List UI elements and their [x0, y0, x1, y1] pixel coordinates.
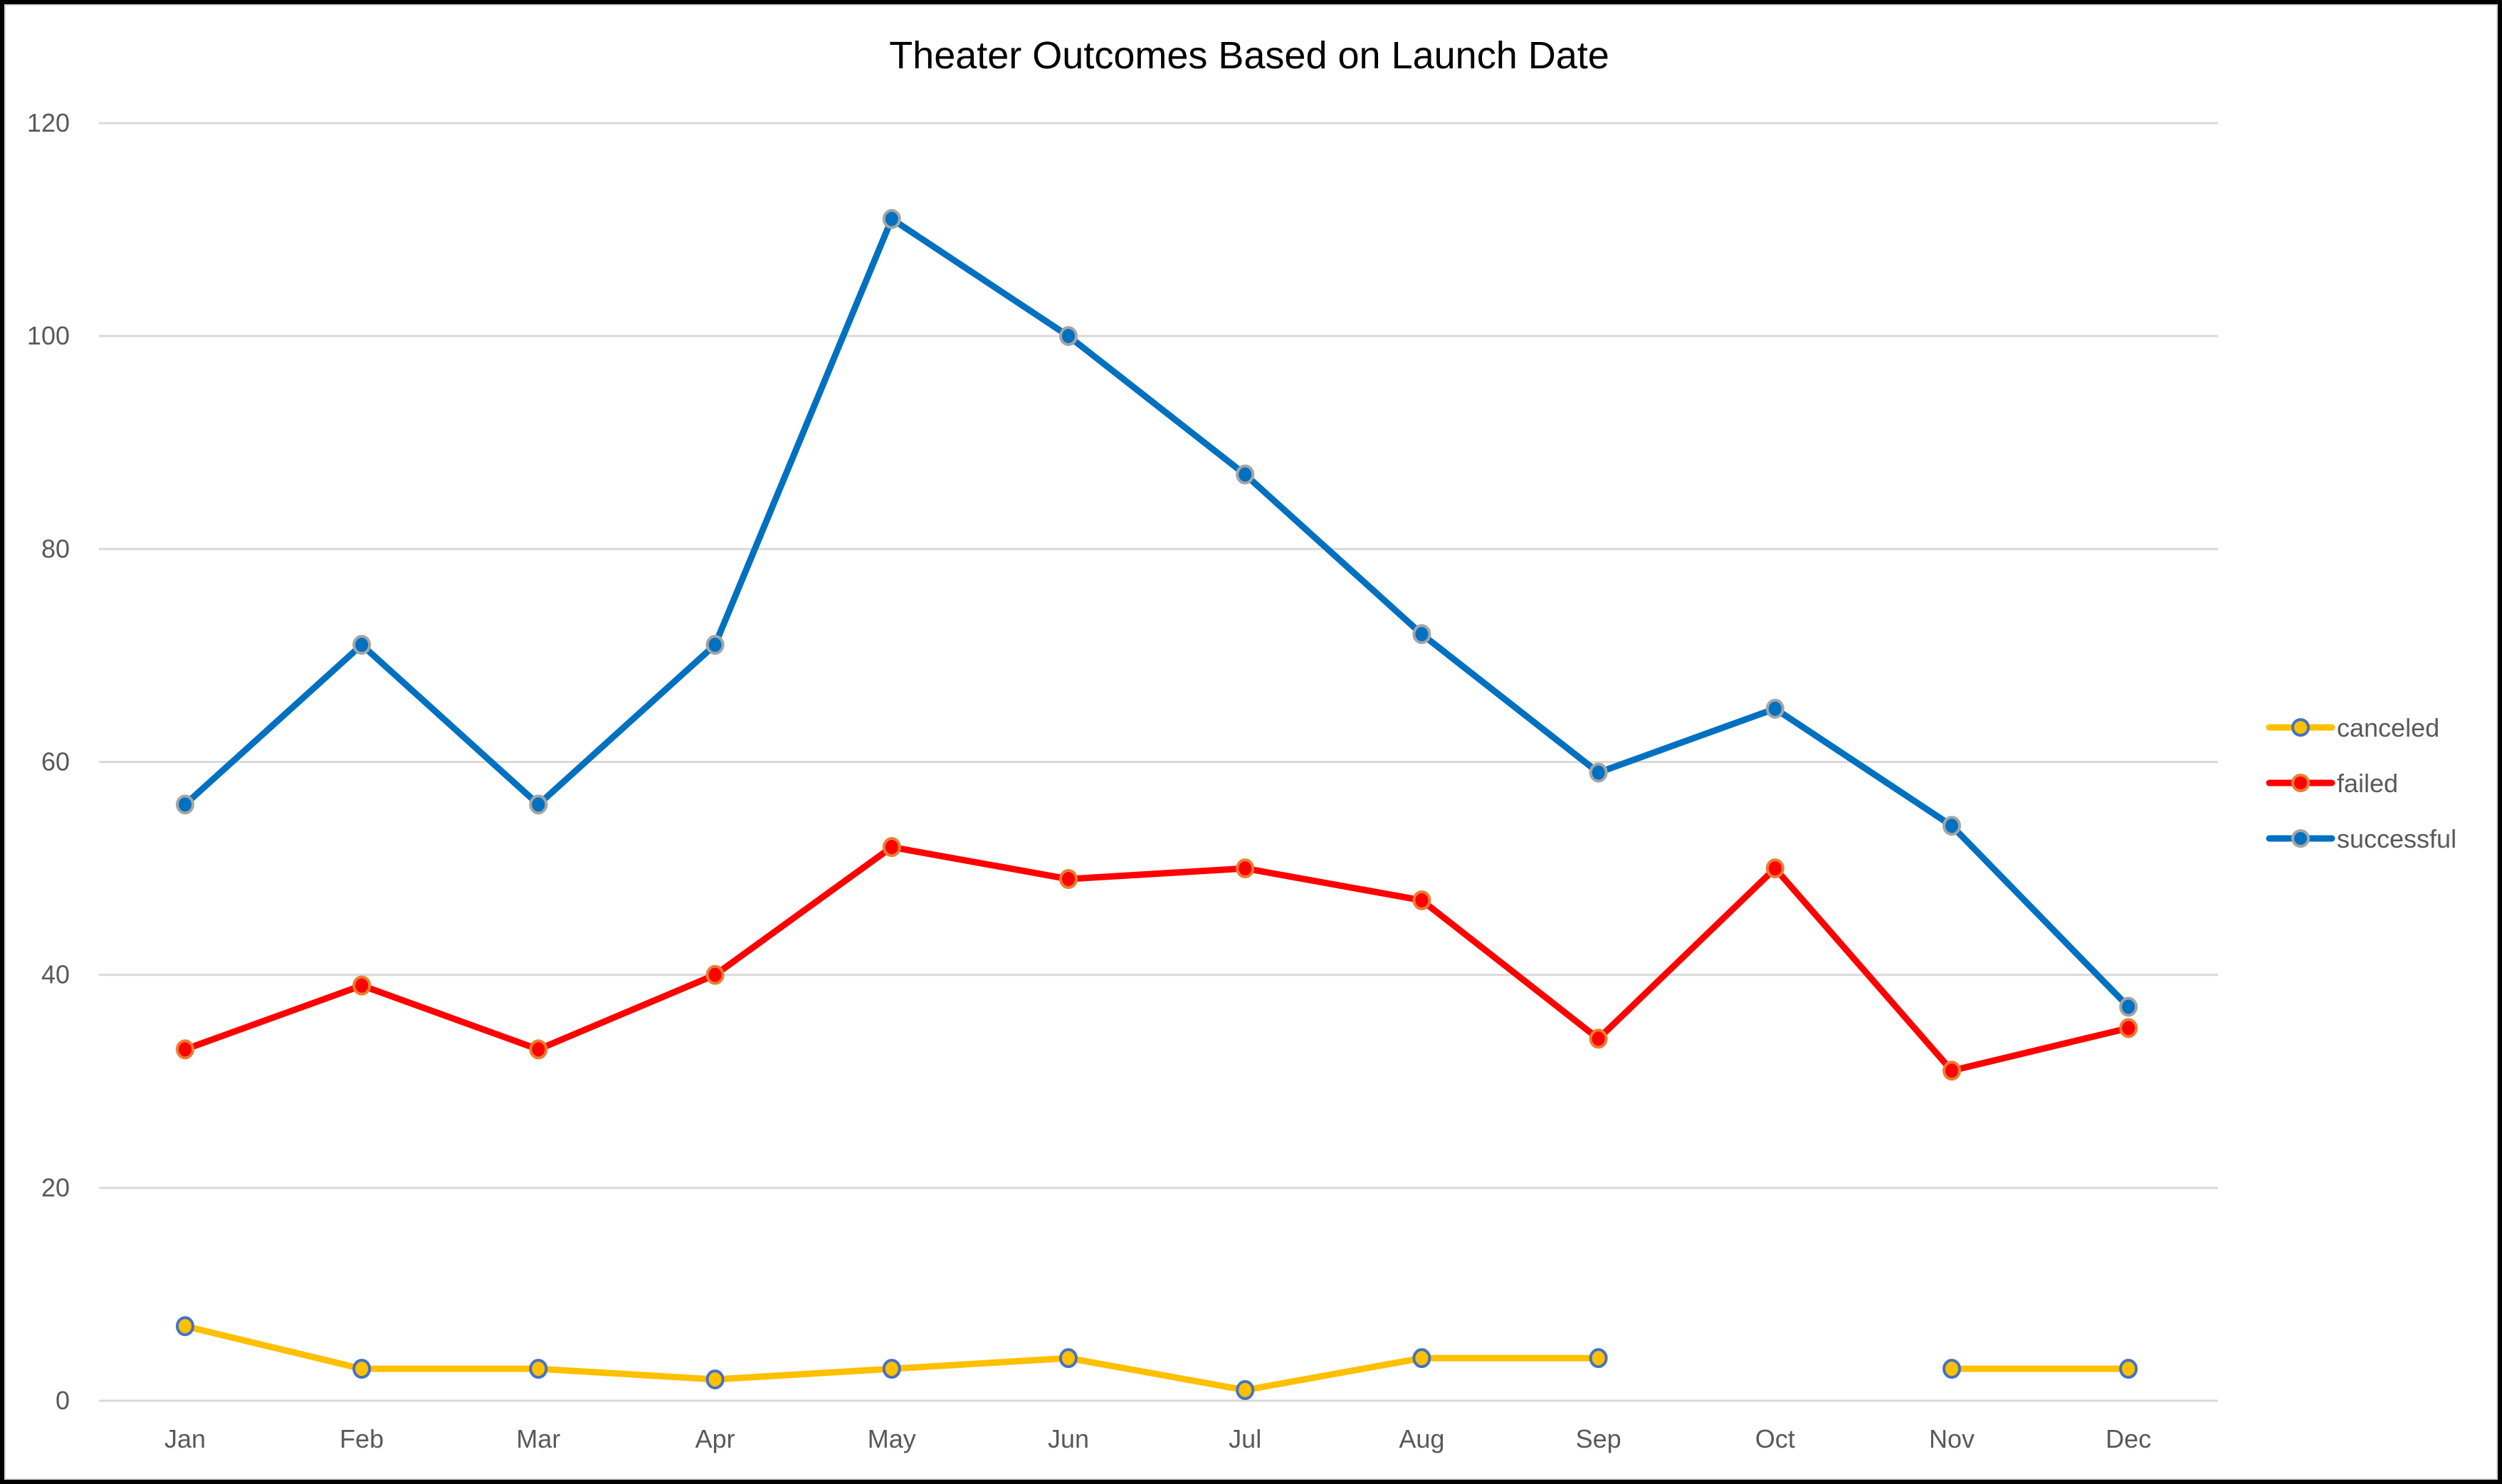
- legend-label: successful: [2337, 824, 2456, 853]
- data-point-marker[interactable]: [529, 794, 548, 815]
- data-point-marker[interactable]: [1589, 1028, 1608, 1049]
- y-tick-label: 0: [56, 1386, 70, 1415]
- data-point-marker[interactable]: [1059, 1348, 1078, 1369]
- x-tick-label: Jun: [1048, 1424, 1089, 1453]
- y-tick-label: 120: [27, 108, 70, 137]
- y-tick-label: 40: [41, 960, 70, 989]
- data-point-marker[interactable]: [352, 634, 372, 655]
- legend-label: canceled: [2337, 713, 2439, 742]
- data-point-marker[interactable]: [352, 975, 372, 996]
- y-tick-label: 20: [41, 1173, 70, 1202]
- legend-item-failed[interactable]: failed: [2266, 769, 2398, 798]
- data-point-marker[interactable]: [882, 209, 901, 229]
- series-line: [182, 843, 2132, 1074]
- y-tick-label: 60: [41, 747, 70, 777]
- chart-title: Theater Outcomes Based on Launch Date: [889, 34, 1609, 77]
- legend-item-canceled[interactable]: canceled: [2266, 713, 2439, 742]
- data-point-marker[interactable]: [1943, 816, 1961, 836]
- data-point-marker[interactable]: [1589, 762, 1608, 783]
- data-point-marker[interactable]: [1765, 858, 1784, 879]
- x-tick-label: Feb: [340, 1424, 384, 1453]
- legend-marker-icon: [2291, 718, 2310, 737]
- data-point-marker[interactable]: [176, 1039, 194, 1060]
- data-point-marker[interactable]: [705, 964, 725, 985]
- data-point-marker[interactable]: [176, 794, 194, 815]
- legend: canceled failed successful: [2266, 713, 2456, 853]
- data-point-marker[interactable]: [1059, 326, 1078, 347]
- x-tick-label: Apr: [695, 1424, 735, 1453]
- series-line: [182, 216, 2132, 1011]
- data-point-marker[interactable]: [2119, 1359, 2138, 1379]
- legend-marker-icon: [2291, 829, 2310, 848]
- series-failed: [176, 837, 2138, 1081]
- x-tick-label: Jan: [164, 1424, 206, 1453]
- data-point-marker[interactable]: [1589, 1348, 1608, 1369]
- series-canceled: [176, 1316, 2138, 1401]
- data-point-marker[interactable]: [176, 1316, 194, 1337]
- data-point-marker[interactable]: [1412, 1348, 1431, 1369]
- data-point-marker[interactable]: [352, 1359, 372, 1379]
- series-lines: [176, 209, 2138, 1401]
- data-point-marker[interactable]: [705, 634, 725, 655]
- data-point-marker[interactable]: [2119, 996, 2138, 1017]
- data-point-marker[interactable]: [529, 1039, 548, 1060]
- data-point-marker[interactable]: [882, 1359, 901, 1379]
- data-point-marker[interactable]: [1236, 464, 1255, 485]
- x-tick-label: Aug: [1399, 1424, 1444, 1453]
- data-point-marker[interactable]: [1765, 698, 1784, 719]
- data-point-marker[interactable]: [1412, 890, 1431, 910]
- x-tick-label: Nov: [1929, 1424, 1975, 1453]
- x-tick-label: Sep: [1576, 1424, 1621, 1453]
- chart-frame: [4, 4, 2498, 1480]
- data-point-marker[interactable]: [1412, 624, 1431, 644]
- data-point-marker[interactable]: [1236, 1380, 1255, 1401]
- gridlines: [99, 122, 2218, 1402]
- data-point-marker[interactable]: [1943, 1061, 1961, 1081]
- x-tick-label: Jul: [1229, 1424, 1261, 1453]
- legend-item-successful[interactable]: successful: [2266, 824, 2456, 853]
- x-axis: Jan Feb Mar Apr May Jun Jul Aug Sep Oct Nov Dec: [164, 1424, 2151, 1453]
- legend-marker-icon: [2291, 774, 2310, 792]
- series-line: [182, 1322, 1602, 1394]
- x-tick-label: Dec: [2106, 1424, 2151, 1453]
- x-tick-label: May: [868, 1424, 916, 1453]
- data-point-marker[interactable]: [1943, 1359, 1961, 1379]
- data-point-marker[interactable]: [1236, 858, 1255, 879]
- data-point-marker[interactable]: [529, 1359, 548, 1379]
- y-tick-label: 100: [27, 321, 70, 350]
- y-tick-label: 80: [41, 534, 70, 563]
- legend-label: failed: [2337, 769, 2398, 798]
- x-tick-label: Mar: [516, 1424, 560, 1453]
- data-point-marker[interactable]: [705, 1369, 725, 1390]
- x-tick-label: Oct: [1755, 1424, 1795, 1453]
- data-point-marker[interactable]: [1059, 869, 1078, 890]
- series-successful: [176, 209, 2138, 1017]
- data-point-marker[interactable]: [882, 837, 901, 858]
- y-axis: 0 20 40 60 80 100 120: [27, 108, 70, 1415]
- data-point-marker[interactable]: [2119, 1018, 2138, 1038]
